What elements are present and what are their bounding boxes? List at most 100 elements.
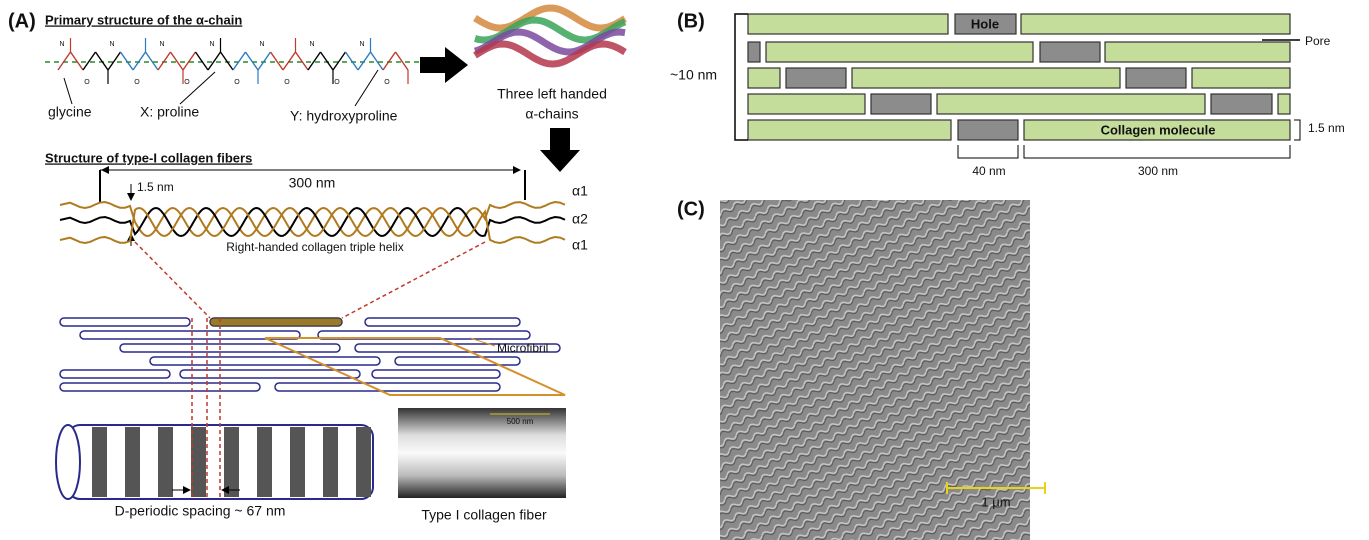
collagen-molecule: [748, 68, 780, 88]
caption: Type I collagen fiber: [421, 507, 547, 523]
collagen-molecule: [1278, 94, 1290, 114]
molecule-rod: [275, 383, 500, 391]
bond: [308, 52, 321, 70]
collagen-molecule: [1192, 68, 1290, 88]
bond: [321, 52, 334, 70]
chain-label: α1: [572, 237, 588, 253]
dimension: 1.5 nm: [137, 180, 174, 194]
bond: [296, 52, 309, 70]
panel-label: (C): [677, 198, 705, 220]
fiber-band: [257, 427, 272, 497]
bond: [346, 52, 359, 70]
collagen-molecule: [766, 42, 1033, 62]
bond: [283, 52, 296, 70]
atom: N: [109, 41, 114, 48]
bond: [258, 52, 271, 70]
dimension: 300 nm: [1138, 164, 1178, 178]
collagen-molecule: [1105, 42, 1290, 62]
fiber-end: [56, 425, 80, 499]
bond: [271, 52, 284, 70]
caption: α-chains: [525, 106, 578, 122]
bond: [333, 52, 346, 70]
fiber-band: [125, 427, 140, 497]
molecule-rod: [120, 344, 340, 352]
atom: O: [384, 79, 390, 86]
bracket: [1294, 120, 1300, 140]
label: Pore: [1305, 34, 1331, 48]
pointer: [180, 72, 215, 104]
bond: [71, 52, 84, 70]
bracket: [958, 145, 1018, 158]
bond: [371, 52, 384, 70]
bond: [171, 52, 184, 70]
guide: [135, 242, 210, 318]
molecule-rod: [365, 318, 520, 326]
collagen-molecule: [748, 94, 865, 114]
fiber-band: [323, 427, 338, 497]
bond: [183, 52, 196, 70]
label: Collagen molecule: [1101, 122, 1216, 137]
atom: O: [284, 79, 290, 86]
hole: [786, 68, 846, 88]
bond: [96, 52, 109, 70]
atom: N: [359, 41, 364, 48]
hole: [1040, 42, 1100, 62]
tem-image: [398, 408, 566, 498]
atom: O: [334, 79, 340, 86]
atom: N: [159, 41, 164, 48]
collagen-molecule: [852, 68, 1120, 88]
bond: [208, 52, 221, 70]
hole: [1126, 68, 1186, 88]
bond: [358, 52, 371, 70]
bond: [58, 52, 71, 70]
arrow: [540, 128, 580, 172]
molecule-rod: [395, 357, 520, 365]
fiber-band: [191, 427, 206, 497]
dimension: 40 nm: [972, 164, 1005, 178]
collagen-molecule: [748, 120, 951, 140]
bond: [133, 52, 146, 70]
molecule-rod: [60, 318, 190, 326]
hole: [1211, 94, 1272, 114]
panel-label: (B): [677, 10, 705, 32]
heading: Structure of type-I collagen fibers: [45, 150, 252, 165]
bracket: [1024, 145, 1290, 158]
bond: [246, 52, 259, 70]
label: glycine: [48, 104, 92, 120]
bond: [146, 52, 159, 70]
fiber-band: [290, 427, 305, 497]
atom: O: [84, 79, 90, 86]
collagen-molecule: [1021, 14, 1290, 34]
caption: D-periodic spacing ~ 67 nm: [115, 503, 286, 519]
label: Y: hydroxyproline: [290, 108, 398, 124]
figure: (A) Primary structure of the α-chain gly…: [0, 0, 1369, 540]
bond: [196, 52, 209, 70]
bond: [83, 52, 96, 70]
dimension: 300 nm: [289, 175, 336, 191]
pointer: [64, 78, 72, 104]
chain-label: α1: [572, 183, 588, 199]
panel-label: (A): [8, 10, 36, 32]
bracket: [735, 14, 748, 140]
pointer: [355, 70, 378, 106]
caption: Three left handed: [497, 86, 607, 102]
molecule-rod: [60, 370, 170, 378]
collagen-molecule: [937, 94, 1205, 114]
bond: [121, 52, 134, 70]
atom: O: [234, 79, 240, 86]
dimension: 1.5 nm: [1308, 121, 1345, 135]
arrow: [420, 47, 468, 83]
fiber-band: [92, 427, 107, 497]
bond: [108, 52, 121, 70]
label: X: proline: [140, 104, 199, 120]
label: Hole: [971, 16, 999, 31]
hole: [748, 42, 760, 62]
molecule-rod: [60, 383, 260, 391]
heading: Primary structure of the α-chain: [45, 12, 242, 27]
bond: [396, 52, 409, 70]
dimension: ~10 nm: [670, 67, 717, 83]
bond: [233, 52, 246, 70]
caption: Right-handed collagen triple helix: [226, 240, 403, 254]
molecule-rod: [372, 370, 500, 378]
bond: [383, 52, 396, 70]
